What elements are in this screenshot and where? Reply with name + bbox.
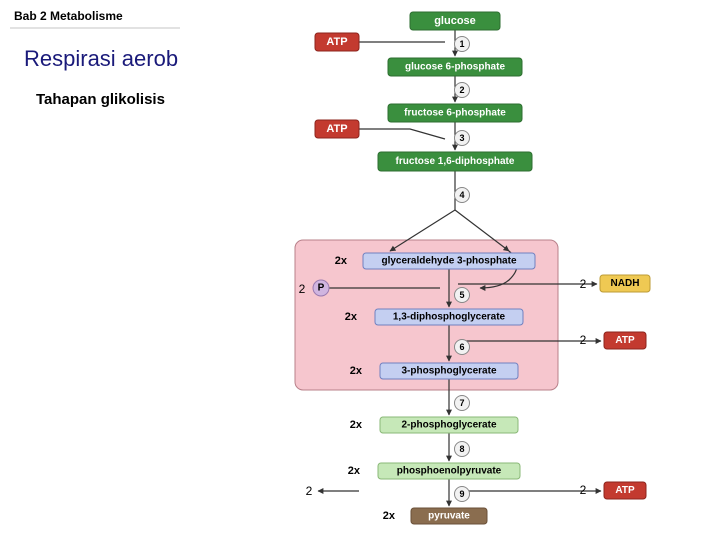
step-1-number: 1: [459, 39, 464, 49]
step-5-number: 5: [459, 290, 464, 300]
nadh-label: NADH: [611, 278, 640, 289]
atp_in1-label: ATP: [326, 36, 347, 48]
atp_out2-label: ATP: [615, 485, 635, 496]
atp_out1-label: ATP: [615, 335, 635, 346]
page-subtitle: Tahapan glikolisis: [36, 91, 165, 108]
g3p-label: glyceraldehyde 3-phosphate: [381, 256, 516, 267]
coefficient-2: 2: [580, 277, 587, 291]
glycolysis-diagram: Bab 2 Metabolisme Respirasi aerob Tahapan …: [0, 0, 720, 540]
g6p-label: glucose 6-phosphate: [405, 62, 505, 73]
coefficient-2: 2: [580, 333, 587, 347]
phosphate-label: P: [318, 283, 325, 294]
pyr-label: pyruvate: [428, 511, 470, 522]
multiplier-2x: 2x: [335, 255, 348, 267]
multiplier-2x: 2x: [383, 510, 396, 522]
step-4-number: 4: [459, 190, 464, 200]
multiplier-2x: 2x: [350, 365, 363, 377]
step-8-number: 8: [459, 444, 464, 454]
glucose-label: glucose: [434, 15, 476, 27]
f16-label: fructose 1,6-diphosphate: [396, 156, 515, 167]
coefficient-2: 2: [580, 483, 587, 497]
step-3-number: 3: [459, 133, 464, 143]
coefficient-2: 2: [299, 282, 306, 296]
step-7-number: 7: [459, 398, 464, 408]
multiplier-2x: 2x: [345, 311, 358, 323]
step-6-number: 6: [459, 342, 464, 352]
f6p-label: fructose 6-phosphate: [404, 108, 506, 119]
atp_in2-label: ATP: [326, 123, 347, 135]
multiplier-2x: 2x: [350, 419, 363, 431]
coefficient-2: 2: [306, 484, 313, 498]
pathway-arrow: [359, 129, 445, 139]
pg3-label: 3-phosphoglycerate: [401, 366, 496, 377]
pep-label: phosphoenolpyruvate: [397, 466, 502, 477]
chapter-label: Bab 2 Metabolisme: [14, 9, 123, 23]
step-2-number: 2: [459, 85, 464, 95]
bpg-label: 1,3-diphosphoglycerate: [393, 312, 506, 323]
pg2-label: 2-phosphoglycerate: [401, 420, 496, 431]
step-9-number: 9: [459, 489, 464, 499]
multiplier-2x: 2x: [348, 465, 361, 477]
page-title: Respirasi aerob: [24, 46, 178, 71]
